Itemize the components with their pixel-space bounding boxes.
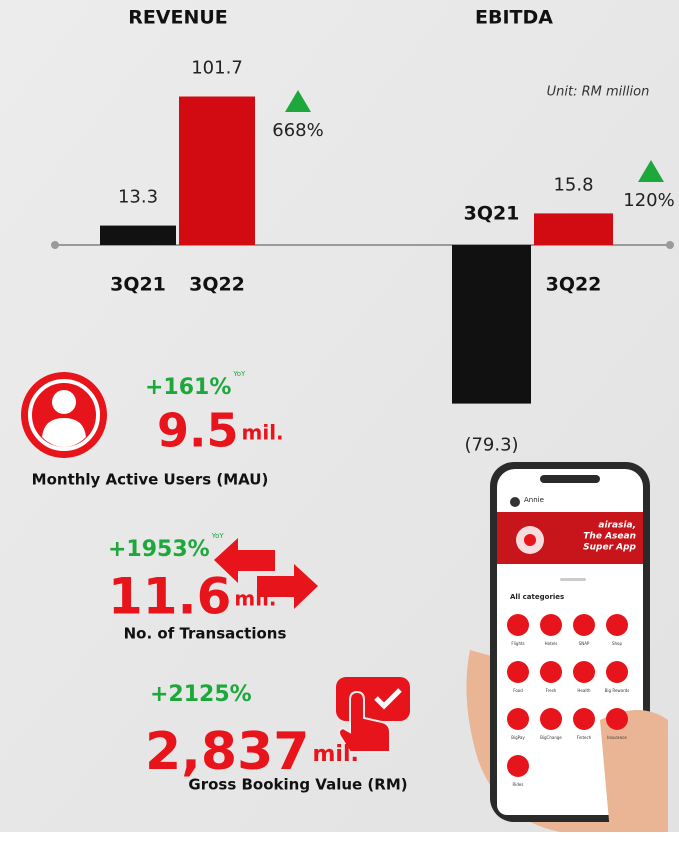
phone-category-label: SNAP [579,641,590,646]
phone-category-label: Fresh [546,688,557,693]
user-icon [21,372,107,458]
bar [100,226,176,245]
phone-category-label: Fintech [577,735,592,740]
phone-category-icon [507,755,529,777]
bar [179,97,255,245]
kpi-growth: +161% [145,375,231,400]
growth-label: 668% [272,120,323,141]
phone-category-icon [540,614,562,636]
bar [452,245,531,404]
baseline-end [666,241,674,249]
value-label: 13.3 [118,187,158,208]
category-label: 3Q21 [464,203,520,225]
bottom-strip [0,832,679,843]
chart-title: REVENUE [128,7,228,29]
phone-category-icon [573,661,595,683]
kpi-unit: mil. [242,421,284,445]
phone-category-icon [507,614,529,636]
phone-banner: airasia, [598,521,636,531]
phone-banner: Super App [583,543,636,553]
phone-category-label: Shop [612,641,623,646]
kpi-label: No. of Transactions [124,625,287,643]
phone-category-label: Food [513,688,523,693]
kpi-value: 9.5 [157,404,239,458]
kpi-yoy: YoY [232,370,246,378]
phone-mockup [466,462,668,832]
kpi-yoy: YoY [211,532,225,540]
phone-category-label: Hotels [545,641,558,646]
phone-section: All categories [510,593,564,601]
kpi-growth: +2125% [150,682,252,707]
phone-category-icon [573,614,595,636]
phone-category-label: Flights [511,641,524,646]
kpi-unit: mil. [312,742,358,767]
phone-category-icon [507,661,529,683]
chart-title: EBITDA [475,7,553,29]
phone-category-label: Rides [513,782,524,787]
phone-category-icon [540,661,562,683]
phone-category-icon [606,661,628,683]
kpi-unit: mil. [234,587,276,611]
phone-category-icon [606,614,628,636]
phone-category-icon [573,708,595,730]
phone-category-label: BigPay [511,735,525,740]
category-label: 3Q22 [546,274,602,296]
phone-category-label: Big Rewards [605,688,630,693]
bar [534,213,613,245]
category-label: 3Q21 [110,274,166,296]
category-label: 3Q22 [189,274,245,296]
value-label: (79.3) [464,435,518,456]
phone-category-label: BigChange [540,735,562,740]
phone-category-icon [507,708,529,730]
value-label: 15.8 [553,174,593,195]
value-label: 101.7 [191,58,243,79]
phone-banner: The Asean [583,532,636,542]
phone-user: Annie [524,496,544,504]
phone-category-label: Health [577,688,591,693]
phone-category-icon [540,708,562,730]
kpi-value: 11.6 [108,568,231,626]
infographic: Annie airasia,The AseanSuper App All categ… [0,0,679,843]
kpi-label: Monthly Active Users (MAU) [32,471,269,489]
phone-category-icon [606,708,628,730]
phone-category-label: Insurance [607,735,627,740]
kpi-value: 2,837 [145,722,309,782]
growth-label: 120% [623,190,674,211]
unit-note: Unit: RM million [547,85,650,100]
kpi-label: Gross Booking Value (RM) [188,776,407,794]
baseline-end [51,241,59,249]
kpi-growth: +1953% [108,537,210,562]
